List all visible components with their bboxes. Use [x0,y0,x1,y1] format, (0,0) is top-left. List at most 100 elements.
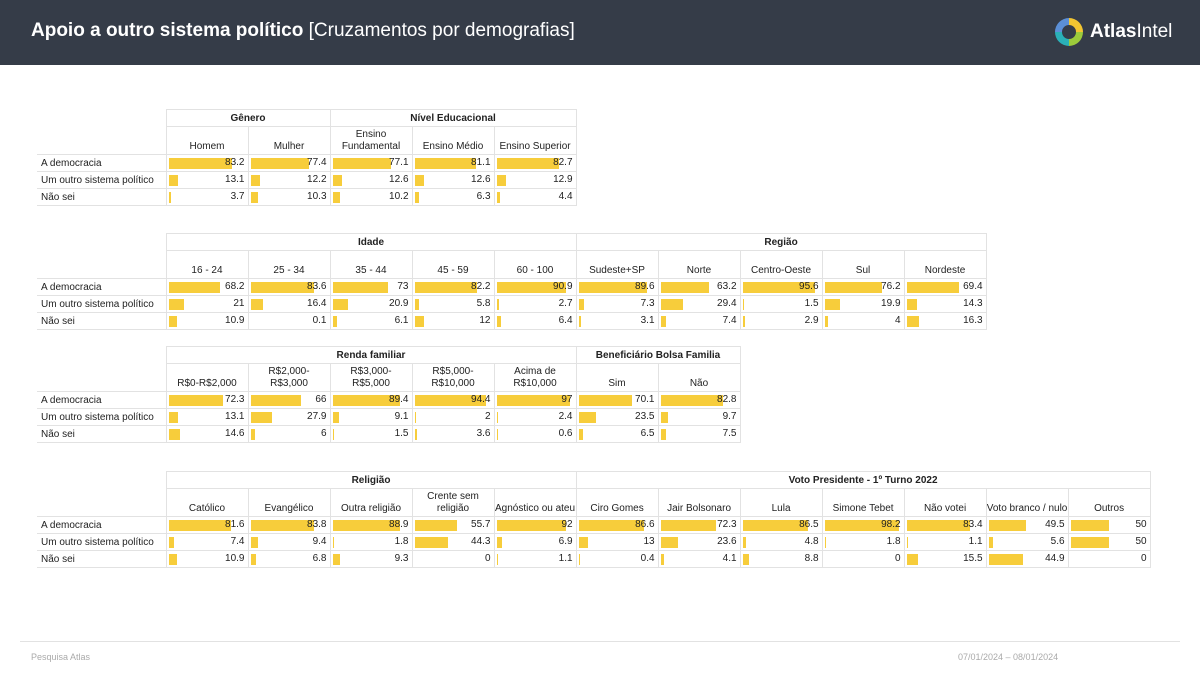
table-row: Não sei 10.9 0.1 6.1 12 6.4 3.1 7.4 2.9 4 16.3 [37,312,987,330]
value-cell: 0.4 [575,550,659,568]
value-label: 68.2 [225,281,245,292]
header-bar: Apoio a outro sistema político [Cruzamen… [0,0,1200,65]
column-header-catolico: Católico [165,488,249,517]
column-header-homem: Homem [165,126,249,155]
value-label: 6 [320,428,327,439]
value-label: 1.8 [886,536,901,547]
value-cell: 73 [329,278,413,296]
value-cell: 6.9 [493,533,577,551]
row-label-nao-sei: Não sei [37,188,167,206]
bar-um-outro-sistema-politico-voto-branco-nulo [988,537,993,548]
bar-nao-sei-r-0-r-2-000 [168,429,180,440]
table-row: A democracia 72.3 66 89.4 94.4 97 70.1 82.8 [37,391,741,409]
value-label: 5.6 [1050,536,1065,547]
value-label: 14.6 [225,428,245,439]
value-cell: 1.8 [329,533,413,551]
value-cell: 2 [411,408,495,426]
value-cell: 12.2 [247,171,331,189]
column-header-r-3-000-r-5-000: R$3,000- R$5,000 [329,363,413,392]
group-header-nivel-educacional: Nível Educacional [329,109,577,127]
value-cell: 7.4 [657,312,741,330]
value-cell: 21 [165,295,249,313]
bar-a-democracia-sim [578,395,632,406]
value-cell: 89.6 [575,278,659,296]
bar-nao-sei-evangelico [250,554,256,565]
value-label: 83.6 [307,281,327,292]
crosstab-renda-bolsa-familia: Renda familiar Beneficiário Bolsa Familia… [37,346,741,443]
value-label: 66 [315,394,327,405]
column-header-r-2-000-r-3-000: R$2,000- R$3,000 [247,363,331,392]
value-cell: 50 [1067,533,1151,551]
value-cell: 19.9 [821,295,905,313]
bar-nao-sei-sim [578,429,584,440]
value-label: 76.2 [881,281,901,292]
value-cell: 90.9 [493,278,577,296]
bar-nao-sei-60-100 [496,316,502,327]
bar-a-democracia-sudeste-sp [578,282,647,293]
value-cell: 5.6 [985,533,1069,551]
value-cell: 14.6 [165,425,249,443]
group-header-beneficiario-bolsa-familia: Beneficiário Bolsa Familia [575,346,741,364]
bar-nao-sei-sul [824,316,828,327]
row-label-a-democracia: A democracia [37,391,167,409]
page-title-subtitle: [Cruzamentos por demografias] [308,20,575,41]
value-cell: 7.5 [657,425,741,443]
column-header-lula: Lula [739,488,823,517]
value-cell: 81.1 [411,154,495,172]
column-header-sudeste-sp: Sudeste+SP [575,250,659,279]
value-label: 13.1 [225,411,245,422]
group-header-regiao: Região [575,233,987,251]
column-header-row: R$0-R$2,000 R$2,000- R$3,000 R$3,000- R$5,… [37,363,741,392]
value-cell: 1.1 [903,533,987,551]
value-cell: 14.3 [903,295,987,313]
value-label: 10.9 [225,553,245,564]
bar-nao-sei-outra-religiao [332,554,340,565]
value-cell: 2.7 [493,295,577,313]
column-header-row: Católico Evangélico Outra religião Crente s… [37,488,1151,517]
group-header-row: Gênero Nível Educacional [37,109,577,127]
value-cell: 13.1 [165,408,249,426]
bar-um-outro-sistema-politico-r-2-000-r-3-000 [250,412,272,423]
bar-um-outro-sistema-politico-outros [1070,537,1109,548]
value-cell: 8.8 [739,550,823,568]
value-label: 86.6 [635,519,655,530]
corner-cell [37,110,166,127]
bar-nao-sei-jair-bolsonaro [660,554,664,565]
bar-a-democracia-outros [1070,520,1109,531]
value-label: 9.7 [722,411,737,422]
value-label: 88.9 [389,519,409,530]
footer-date: 07/01/2024 – 08/01/2024 [958,652,1059,662]
value-cell: 0.6 [493,425,577,443]
bar-um-outro-sistema-politico-sudeste-sp [578,299,585,310]
value-label: 8.8 [804,553,819,564]
bar-a-democracia-35-44 [332,282,388,293]
group-header-voto-presidente-1-turno-2022: Voto Presidente - 1º Turno 2022 [575,471,1151,489]
bar-um-outro-sistema-politico-60-100 [496,299,499,310]
column-header-ensino-superior: Ensino Superior [493,126,577,155]
bar-um-outro-sistema-politico-lula [742,537,747,548]
bar-um-outro-sistema-politico-agnostico-ou-ateu [496,537,502,548]
bar-a-democracia-jair-bolsonaro [660,520,716,531]
value-label: 0 [895,553,901,564]
bar-a-democracia-homem [168,158,232,169]
bar-nao-sei-mulher [250,192,259,203]
column-header-simone-tebet: Simone Tebet [821,488,905,517]
bar-um-outro-sistema-politico-mulher [250,175,260,186]
value-label: 4 [894,315,901,326]
value-label: 6.5 [640,428,655,439]
column-header-nao: Não [657,363,741,392]
value-cell: 10.9 [165,312,249,330]
value-label: 16.4 [307,298,327,309]
value-label: 49.5 [1045,519,1065,530]
value-cell: 49.5 [985,516,1069,534]
table-row: A democracia 83.2 77.4 77.1 81.1 82.7 [37,154,577,172]
bar-a-democracia-r-5-000-r-10-000 [414,395,487,406]
value-cell: 50 [1067,516,1151,534]
value-cell: 0.1 [247,312,331,330]
column-header-r-0-r-2-000: R$0-R$2,000 [165,363,249,392]
value-label: 73 [397,281,409,292]
crosstab-genero-educacao: Gênero Nível Educacional Homem Mulher Ensino… [37,109,577,206]
bar-um-outro-sistema-politico-45-59 [414,299,419,310]
value-cell: 6 [247,425,331,443]
bar-um-outro-sistema-politico-catolico [168,537,175,548]
